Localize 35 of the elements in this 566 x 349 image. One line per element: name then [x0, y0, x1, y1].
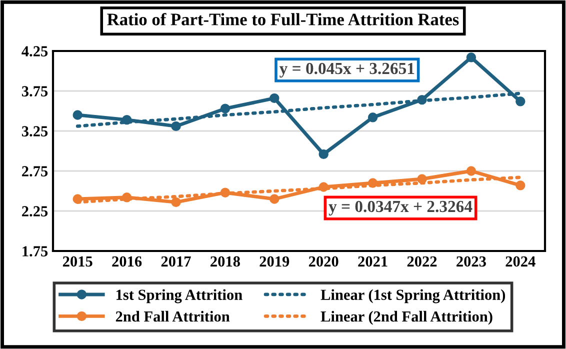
point — [270, 194, 280, 204]
point — [171, 121, 181, 132]
legend-label: 1st Spring Attrition — [116, 289, 242, 304]
x-tick-label: 2021 — [358, 256, 388, 267]
point — [466, 166, 476, 176]
point — [516, 180, 526, 190]
point — [368, 112, 378, 122]
x-tick-label: 2016 — [112, 256, 142, 267]
chart-title: Ratio of Part-Time to Full-Time Attrition Rates — [107, 12, 459, 26]
point — [466, 52, 476, 62]
x-tick-label: 2019 — [260, 256, 290, 267]
y-tick-label: 2.75 — [22, 166, 48, 177]
x-tick-label: 2020 — [308, 256, 338, 267]
x-tick-label: 2017 — [161, 256, 191, 267]
y-tick-label: 4.25 — [22, 46, 48, 57]
x-tick-label: 2015 — [62, 256, 92, 267]
point — [318, 149, 328, 160]
y-tick-label: 3.25 — [22, 126, 48, 137]
x-tick-label: 2023 — [456, 256, 486, 267]
y-tick-label: 3.75 — [22, 86, 48, 97]
legend-label: Linear (2nd Fall Attrition) — [320, 310, 492, 325]
point — [270, 93, 280, 104]
annotation: y = 0.045x + 3.2651 — [279, 62, 414, 78]
x-tick-label: 2018 — [210, 256, 240, 267]
x-tick-label: 2022 — [407, 256, 437, 267]
legend-label: Linear (1st Spring Attrition) — [320, 289, 506, 304]
point — [220, 104, 230, 114]
y-tick-label: 2.25 — [22, 206, 48, 217]
legend-label: 2nd Fall Attrition — [116, 310, 230, 322]
y-tick-label: 1.75 — [22, 246, 48, 257]
annotation: y = 0.0347x + 2.3264 — [328, 200, 472, 216]
x-tick-label: 2024 — [506, 256, 536, 267]
point — [516, 96, 526, 106]
point — [171, 197, 181, 208]
point — [72, 110, 82, 120]
